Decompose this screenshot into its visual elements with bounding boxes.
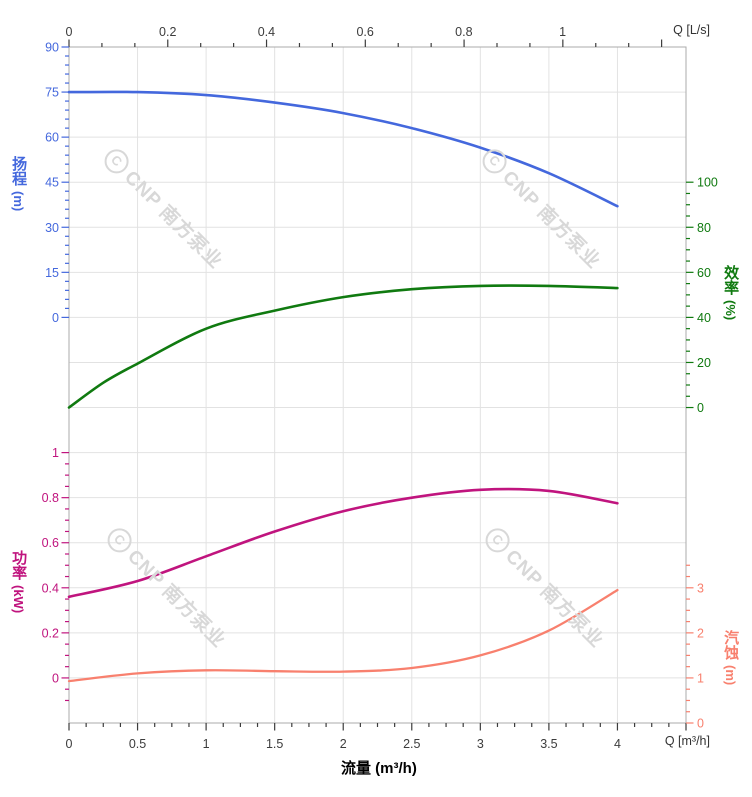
svg-text:2: 2 (340, 737, 347, 751)
svg-text:0.4: 0.4 (258, 25, 275, 39)
svg-text:100: 100 (697, 176, 718, 190)
npsh-curve (67, 588, 619, 683)
svg-text:40: 40 (697, 311, 711, 325)
svg-text:80: 80 (697, 221, 711, 235)
top-axis-ticks: 0 0.2 0.4 0.6 0.8 1 (66, 25, 663, 47)
svg-text:0.2: 0.2 (159, 25, 176, 39)
plot-frame (68, 46, 687, 724)
efficiency-axis-unit: (%) (723, 300, 739, 321)
head-curve (67, 90, 619, 208)
npsh-axis-title: 汽蚀 (m) (718, 630, 742, 685)
efficiency-ticks: 0 20 40 60 80 100 (686, 176, 718, 415)
efficiency-axis-title-text: 效率 (722, 265, 740, 295)
npsh-axis-unit: (m) (723, 665, 739, 686)
grid-lines (69, 47, 686, 723)
head-axis-unit: (m) (11, 191, 27, 212)
svg-text:30: 30 (45, 221, 59, 235)
svg-text:20: 20 (697, 356, 711, 370)
svg-text:3: 3 (697, 581, 704, 595)
svg-text:3: 3 (477, 737, 484, 751)
svg-text:1: 1 (559, 25, 566, 39)
svg-text:1.5: 1.5 (266, 737, 283, 751)
power-axis-title-text: 功率 (10, 550, 28, 580)
svg-text:90: 90 (45, 41, 59, 55)
svg-text:0.8: 0.8 (455, 25, 472, 39)
top-axis-unit-label: Q [L/s] (673, 23, 710, 37)
power-axis-unit: (kW) (11, 585, 27, 614)
head-axis-title: 扬程 (m) (6, 156, 30, 211)
svg-text:4: 4 (614, 737, 621, 751)
npsh-axis-title-text: 汽蚀 (722, 630, 740, 660)
flow-axis-title: 流量 (m³/h) (341, 760, 417, 777)
svg-text:0: 0 (697, 401, 704, 415)
svg-text:15: 15 (45, 266, 59, 280)
svg-text:0.6: 0.6 (356, 25, 373, 39)
svg-text:1: 1 (203, 737, 210, 751)
svg-text:0: 0 (66, 737, 73, 751)
svg-text:2: 2 (697, 626, 704, 640)
svg-text:60: 60 (697, 266, 711, 280)
efficiency-axis-title: 效率 (%) (718, 265, 742, 320)
svg-text:75: 75 (45, 86, 59, 100)
svg-text:0: 0 (52, 311, 59, 325)
svg-text:0: 0 (697, 717, 704, 731)
svg-text:0: 0 (66, 25, 73, 39)
svg-text:3.5: 3.5 (540, 737, 557, 751)
bottom-axis-unit-label: Q [m³/h] (664, 734, 710, 748)
svg-text:0.8: 0.8 (42, 491, 59, 505)
svg-text:1: 1 (697, 671, 704, 685)
head-axis-title-text: 扬程 (10, 156, 28, 186)
efficiency-curve (67, 284, 619, 409)
svg-text:0.6: 0.6 (42, 536, 59, 550)
svg-text:45: 45 (45, 176, 59, 190)
power-axis-ticks: 0 0.2 0.4 0.6 0.8 1 (42, 446, 69, 702)
head-axis-ticks: 0 15 30 45 60 75 90 (45, 41, 69, 325)
svg-text:0.5: 0.5 (129, 737, 146, 751)
svg-text:0.4: 0.4 (42, 581, 59, 595)
svg-text:2.5: 2.5 (403, 737, 420, 751)
svg-text:0.2: 0.2 (42, 626, 59, 640)
svg-text:60: 60 (45, 131, 59, 145)
npsh-axis-ticks: 0 1 2 3 (686, 564, 704, 731)
svg-text:1: 1 (52, 446, 59, 460)
power-axis-title: 功率 (kW) (6, 550, 30, 613)
bottom-axis-ticks: 0 0.5 1 1.5 2 2.5 3 3.5 4 (66, 723, 687, 751)
power-curve (67, 487, 619, 599)
svg-text:0: 0 (52, 671, 59, 685)
